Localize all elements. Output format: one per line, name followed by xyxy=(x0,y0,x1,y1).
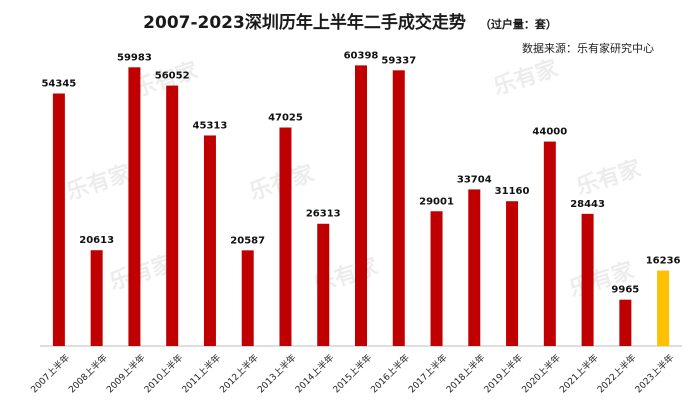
x-tick-label: 2022上半年 xyxy=(595,352,639,396)
x-tick-label: 2023上半年 xyxy=(632,352,676,396)
bar xyxy=(619,299,632,346)
x-tick-label: 2021上半年 xyxy=(557,352,601,396)
data-label: 44000 xyxy=(532,127,567,138)
data-label: 33704 xyxy=(457,174,492,185)
bar xyxy=(657,270,670,346)
x-tick-label: 2012上半年 xyxy=(217,352,261,396)
bar xyxy=(317,223,330,346)
bar xyxy=(543,141,556,346)
bar xyxy=(392,70,405,347)
title-text: 2007-2023深圳历年上半年二手成交走势 xyxy=(143,13,466,33)
bar xyxy=(241,250,254,346)
bar xyxy=(279,127,292,346)
x-tick-label: 2008上半年 xyxy=(66,352,110,396)
unit-note: （过户量：套） xyxy=(479,18,557,31)
data-label: 16236 xyxy=(646,256,681,267)
bar xyxy=(506,201,519,346)
data-label: 56052 xyxy=(155,71,190,82)
x-tick-label: 2009上半年 xyxy=(104,352,148,396)
data-source-note: 数据来源：乐有家研究中心 xyxy=(522,42,654,55)
data-label: 54345 xyxy=(41,79,76,90)
x-tick-label: 2011上半年 xyxy=(179,352,223,396)
chart-title: 2007-2023深圳历年上半年二手成交走势 （过户量：套） xyxy=(0,8,700,33)
x-tick-label: 2014上半年 xyxy=(293,352,337,396)
x-tick-label: 2020上半年 xyxy=(519,352,563,396)
data-label: 60398 xyxy=(344,50,379,61)
data-label: 9965 xyxy=(611,285,639,296)
data-label: 31160 xyxy=(495,186,530,197)
bar xyxy=(90,250,103,346)
x-tick-label: 2015上半年 xyxy=(330,352,374,396)
data-label: 59983 xyxy=(117,52,152,63)
data-label: 29001 xyxy=(419,196,454,207)
x-tick-label: 2007上半年 xyxy=(28,352,72,396)
bar xyxy=(468,189,481,346)
bar xyxy=(52,93,65,347)
bar xyxy=(355,65,367,347)
x-tick-label: 2018上半年 xyxy=(444,352,488,396)
data-label: 20587 xyxy=(230,235,265,246)
data-label: 59337 xyxy=(381,55,416,66)
bar xyxy=(128,67,141,346)
bar xyxy=(581,213,594,346)
x-tick-label: 2013上半年 xyxy=(255,352,299,396)
x-tick-label: 2010上半年 xyxy=(141,352,185,396)
x-tick-label: 2017上半年 xyxy=(406,352,450,396)
data-label: 28443 xyxy=(570,199,605,210)
bar xyxy=(166,85,179,346)
data-label: 45313 xyxy=(193,120,228,131)
bar xyxy=(203,135,216,346)
bar xyxy=(430,211,443,346)
data-label: 20613 xyxy=(79,235,114,246)
data-label: 47025 xyxy=(268,113,303,124)
data-label: 26313 xyxy=(306,209,341,220)
x-tick-label: 2019上半年 xyxy=(481,352,525,396)
x-tick-label: 2016上半年 xyxy=(368,352,412,396)
